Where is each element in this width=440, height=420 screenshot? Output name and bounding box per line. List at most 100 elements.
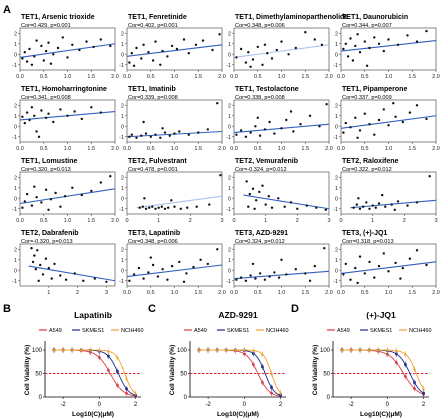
- plot-frame: [19, 99, 116, 143]
- data-point: [40, 44, 43, 48]
- data-point: [254, 125, 257, 128]
- scatter-title: TET1, Arsenic trioxide: [21, 14, 95, 21]
- data-point: [413, 387, 416, 390]
- x-axis-label: Log10(C)(μM): [217, 411, 259, 418]
- x-tick-label: 1.5: [87, 74, 95, 80]
- fit-curve: [340, 349, 425, 395]
- data-point: [161, 268, 164, 271]
- fit-curve: [52, 349, 137, 397]
- data-point: [211, 48, 214, 52]
- data-point: [159, 136, 162, 139]
- x-tick-label: 0: [98, 402, 102, 408]
- data-point: [292, 130, 295, 133]
- data-point: [63, 195, 67, 198]
- y-tick-label: 2: [335, 31, 338, 37]
- x-tick-label: 2: [189, 218, 192, 224]
- scatter-panel: TET1, Imatinib Cor=0.339, p=0.008 2 1 0 -1 0.0…: [119, 86, 226, 152]
- y-tick-label: 2: [121, 175, 124, 181]
- data-point: [195, 205, 198, 208]
- y-tick-label: -1: [333, 135, 338, 141]
- scatter-stat: Cor=0.429, p=0.001: [21, 23, 71, 29]
- x-tick-label: 3: [105, 290, 108, 296]
- fit-curve: [340, 349, 425, 396]
- data-point: [149, 135, 152, 138]
- x-tick-label: 2: [296, 218, 299, 224]
- x-tick-label: 1.0: [171, 74, 179, 80]
- data-point: [251, 187, 255, 190]
- x-tick-label: 1.0: [171, 290, 179, 296]
- x-tick-label: 2: [76, 290, 79, 296]
- scatter-panel: TET1, Lomustine Cor=0.320, p=0.013 2 1 0 -1 0.…: [12, 158, 119, 224]
- x-tick-label: 0.5: [361, 290, 369, 296]
- data-point: [235, 56, 238, 59]
- data-point: [33, 254, 36, 257]
- x-tick-label: 1.5: [408, 74, 416, 80]
- y-tick-label: 2: [335, 247, 338, 253]
- dose-response-row: Lapatinib A549 SKMES1 NCIH460 0 50 100 -2 0 2 Log1…: [24, 310, 432, 418]
- y-tick-label: 0: [335, 52, 338, 58]
- data-point: [368, 46, 371, 50]
- y-tick-label: 2: [228, 175, 231, 181]
- scatter-stat: Cor=0.322, p=0.012: [342, 167, 392, 173]
- data-point: [428, 175, 431, 178]
- data-point: [318, 125, 321, 128]
- data-point: [64, 278, 68, 281]
- data-point: [206, 262, 209, 266]
- y-axis-label: Cell Viability (%): [24, 345, 31, 395]
- data-point: [357, 197, 360, 200]
- plot-frame: [233, 27, 330, 71]
- data-point: [349, 278, 352, 281]
- data-point: [258, 272, 262, 275]
- x-tick-label: -2: [348, 402, 354, 408]
- data-point: [415, 201, 419, 204]
- x-axis-label: Log10(C)(μM): [72, 411, 114, 418]
- x-tick-label: 0.0: [337, 74, 345, 80]
- panel-label-c: C: [148, 303, 156, 315]
- data-point: [235, 133, 238, 136]
- data-point: [39, 263, 42, 267]
- data-point: [166, 55, 169, 58]
- data-point: [224, 348, 228, 352]
- data-point: [294, 46, 297, 50]
- data-point: [199, 258, 202, 261]
- x-tick-label: 0.5: [147, 290, 155, 296]
- y-tick-label: 100: [32, 348, 43, 354]
- scatter-panel: TET2, Dabrafenib Cor=-0.320, p=0.013 2 1 0 -1…: [12, 230, 116, 296]
- y-tick-label: -1: [333, 207, 338, 213]
- data-point: [50, 277, 53, 280]
- plot-frame: [233, 99, 330, 143]
- data-point: [354, 266, 357, 270]
- data-point: [415, 104, 419, 107]
- data-point: [264, 203, 267, 206]
- data-point: [219, 174, 222, 177]
- legend-label: SKMES1: [82, 328, 104, 334]
- data-point: [56, 46, 60, 50]
- scatter-title: TET1, Lomustine: [21, 158, 78, 165]
- x-tick-label: 0.0: [337, 146, 345, 152]
- data-point: [394, 349, 398, 352]
- scatter-panel: TET1, Fenretinide Cor=0.402, p=0.001 2 1 0 -1…: [119, 14, 226, 80]
- y-tick-label: -1: [12, 279, 17, 285]
- y-axis-label: Cell Viability (%): [312, 345, 319, 395]
- data-point: [251, 363, 255, 366]
- data-point: [308, 279, 312, 282]
- x-tick-label: 2.0: [432, 146, 440, 152]
- x-tick-label: 3: [327, 218, 330, 224]
- legend-label: A549: [194, 328, 207, 334]
- data-point: [135, 136, 138, 139]
- data-point: [390, 203, 393, 206]
- y-tick-label: 0: [335, 196, 338, 202]
- data-point: [42, 59, 45, 62]
- data-point: [324, 208, 327, 211]
- y-tick-label: 1: [228, 42, 231, 48]
- data-point: [154, 133, 157, 136]
- data-point: [287, 53, 290, 56]
- data-point: [25, 192, 29, 196]
- data-point: [385, 348, 389, 352]
- data-point: [374, 206, 377, 209]
- data-point: [141, 205, 144, 208]
- legend-label: A549: [49, 328, 62, 334]
- data-point: [356, 33, 359, 36]
